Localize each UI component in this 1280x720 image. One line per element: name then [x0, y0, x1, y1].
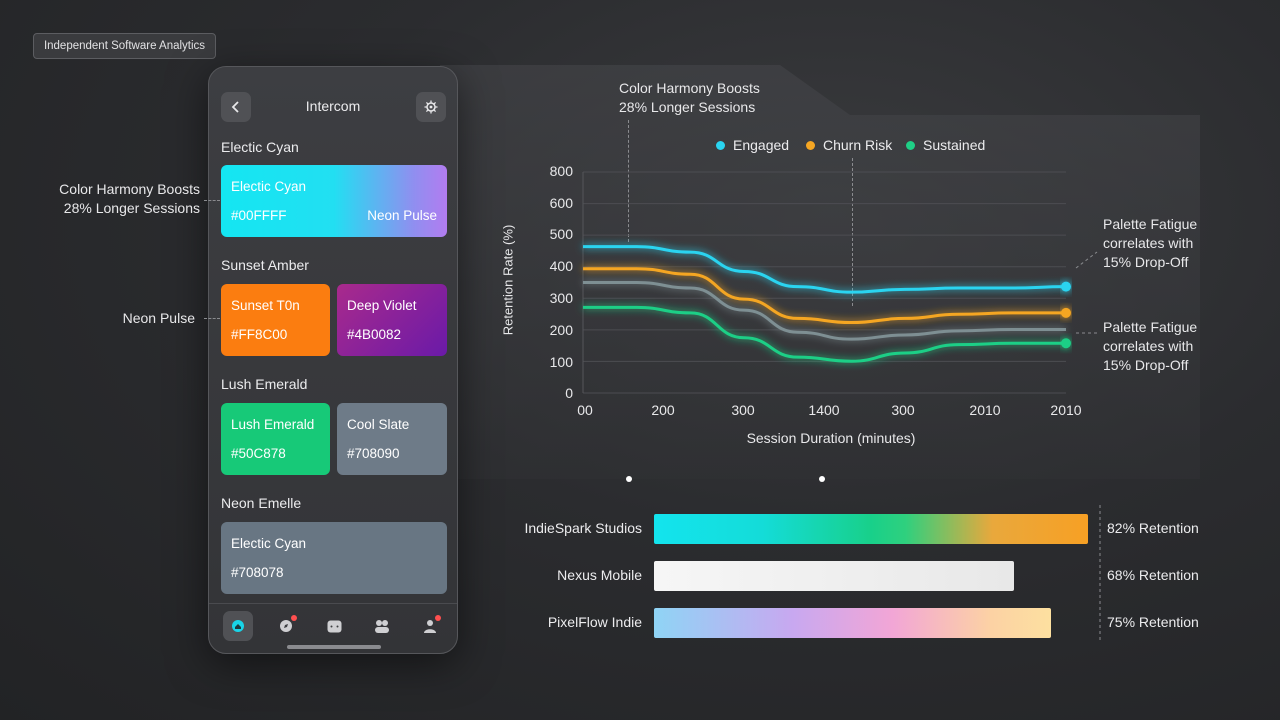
notification-dot [291, 615, 297, 621]
section-title: Lush Emerald [221, 376, 308, 392]
swatch-card[interactable]: Sunset T0n #FF8C00 [221, 284, 330, 356]
callout-line: 28% Longer Sessions [619, 99, 756, 115]
legend-label: Sustained [923, 137, 986, 153]
tab-chat[interactable] [319, 611, 349, 641]
bar [654, 514, 1088, 544]
x-tick-label: 200 [651, 402, 675, 418]
bar-label: IndieSpark Studios [524, 520, 642, 536]
x-tick-label: 2010 [1050, 402, 1082, 418]
y-tick-label: 100 [549, 354, 573, 370]
swatch-hex: #4B0082 [347, 327, 402, 342]
callout-harmony-top: Color Harmony Boosts 28% Longer Sessions [619, 79, 819, 117]
swatch-card[interactable]: Cool Slate #708090 [337, 403, 447, 475]
tab-discover[interactable] [271, 611, 301, 641]
y-tick-label: 200 [549, 322, 573, 338]
bar-value-label: 68% Retention [1107, 567, 1199, 583]
bar-label: Nexus Mobile [557, 567, 642, 583]
y-tick-label: 800 [549, 163, 573, 179]
swatch-hex: #00FFFF [231, 208, 287, 223]
back-button[interactable] [221, 92, 251, 122]
bar-value-label: 82% Retention [1107, 520, 1199, 536]
bar [654, 608, 1051, 638]
tab-community[interactable] [367, 611, 397, 641]
x-tick-label: 2010 [969, 402, 1001, 418]
swatch-name: Electic Cyan [231, 536, 307, 551]
swatch-hex: #FF8C00 [231, 327, 288, 342]
y-tick-label: 500 [549, 226, 573, 242]
callout-connector [204, 318, 220, 319]
swatch-name: Electic Cyan [231, 179, 307, 194]
legend-label: Churn Risk [823, 137, 893, 153]
callout-line: 28% Longer Sessions [63, 200, 200, 216]
tab-home[interactable] [223, 611, 253, 641]
compass-icon [280, 620, 292, 632]
y-axis-label: Retention Rate (%) [500, 224, 516, 336]
section-title: Sunset Amber [221, 257, 309, 273]
brand-tag: Independent Software Analytics [33, 33, 216, 59]
x-tick-label: 300 [891, 402, 915, 418]
x-axis-label: Session Duration (minutes) [746, 430, 916, 446]
swatch-card[interactable]: Electic Cyan #00FFFF Neon Pulse [221, 165, 447, 237]
y-tick-label: 600 [549, 195, 573, 211]
tab-bar-divider [209, 603, 457, 604]
swatch-hex: #50C878 [231, 446, 286, 461]
swatch-name: Sunset T0n [231, 298, 300, 313]
callout-harmony-left: Color Harmony Boosts 28% Longer Sessions [40, 180, 200, 218]
legend-item: Sustained [906, 137, 985, 153]
user-icon [424, 620, 436, 633]
y-tick-label: 400 [549, 258, 573, 274]
section-title: Electic Cyan [221, 139, 299, 155]
tab-profile[interactable] [415, 611, 445, 641]
callout-line: Color Harmony Boosts [619, 80, 760, 96]
callout-fatigue-1: Palette Fatigue correlates with 15% Drop… [1103, 215, 1263, 272]
swatch-hex: #708090 [347, 446, 400, 461]
community-icon [375, 620, 389, 633]
y-tick-label: 300 [549, 290, 573, 306]
legend-swatch [716, 140, 725, 150]
callout-line: Color Harmony Boosts [59, 181, 200, 197]
home-indicator [287, 645, 381, 649]
callout-line: correlates with [1103, 235, 1194, 251]
callout-connector [628, 120, 629, 242]
swatch-hex: #708078 [231, 565, 284, 580]
phone-title: Intercom [305, 98, 361, 114]
callout-line: 15% Drop-Off [1103, 357, 1189, 373]
swatch-card[interactable]: Deep Violet #4B0082 [337, 284, 447, 356]
phone-mockup: Intercom Electic Cyan Electic Cyan #00FF… [208, 66, 458, 654]
chevron-left-icon [231, 101, 239, 113]
swatch-card[interactable]: Electic Cyan #708078 [221, 522, 447, 594]
bar [654, 561, 1014, 591]
callout-line: Palette Fatigue [1103, 319, 1198, 335]
x-tick-label: 1400 [808, 402, 840, 418]
gear-icon [424, 100, 438, 114]
swatch-name: Deep Violet [347, 298, 417, 313]
chat-icon [327, 620, 341, 632]
callout-line: correlates with [1103, 338, 1194, 354]
legend-swatch [806, 140, 815, 150]
settings-button[interactable] [416, 92, 446, 122]
callout-line: Palette Fatigue [1103, 216, 1198, 232]
callout-line: 15% Drop-Off [1103, 254, 1189, 270]
x-tick-label: 300 [731, 402, 755, 418]
callout-neon-pulse: Neon Pulse [122, 310, 195, 326]
home-icon [232, 620, 244, 632]
legend-item: Engaged [716, 137, 789, 153]
callout-connector [204, 200, 220, 201]
legend-item: Churn Risk [806, 137, 892, 153]
swatch-name: Cool Slate [347, 417, 410, 432]
bar-value-label: 75% Retention [1107, 614, 1199, 630]
legend-label: Engaged [733, 137, 790, 153]
bar-label: PixelFlow Indie [547, 614, 642, 630]
callout-connector [852, 158, 853, 306]
swatch-name: Lush Emerald [231, 417, 315, 432]
swatch-card[interactable]: Lush Emerald #50C878 [221, 403, 330, 475]
y-tick-label: 0 [565, 385, 573, 401]
x-tick-label: 00 [577, 402, 593, 418]
legend-swatch [906, 140, 915, 150]
section-title: Neon Emelle [221, 495, 302, 511]
swatch-extra: Neon Pulse [367, 208, 437, 223]
callout-fatigue-2: Palette Fatigue correlates with 15% Drop… [1103, 318, 1263, 375]
notification-dot [435, 615, 441, 621]
